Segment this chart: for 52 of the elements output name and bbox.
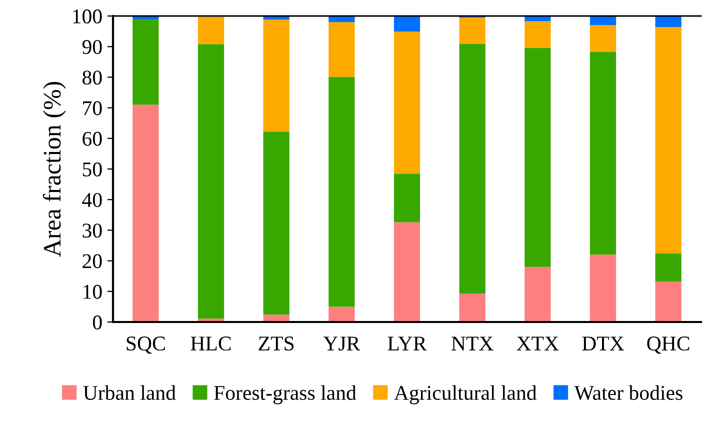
x-tick-label: YJR bbox=[323, 336, 360, 351]
bar bbox=[459, 294, 486, 322]
x-tick-label: NTX bbox=[452, 336, 494, 350]
legend-label: Agricultural land bbox=[394, 385, 537, 404]
bar bbox=[655, 16, 682, 28]
x-tick-label: XTX bbox=[516, 336, 559, 350]
bar bbox=[590, 52, 616, 255]
legend-label: Urban land bbox=[83, 385, 176, 400]
legend-label: Forest-grass land bbox=[214, 385, 356, 404]
bar bbox=[590, 254, 616, 322]
bar bbox=[263, 20, 290, 132]
y-tick-label: 10 bbox=[84, 284, 102, 299]
bar bbox=[198, 16, 224, 44]
bar bbox=[655, 27, 682, 254]
bar bbox=[524, 266, 551, 322]
y-tick-label: 30 bbox=[82, 224, 102, 238]
x-tick-label: HLC bbox=[190, 336, 231, 351]
y-axis-title: Area fraction (%) bbox=[42, 82, 66, 257]
legend-label: Water bodies bbox=[574, 385, 682, 400]
x-tick-label: QHC bbox=[647, 336, 690, 354]
y-tick-label: 60 bbox=[82, 132, 102, 146]
bar bbox=[328, 76, 355, 307]
bar bbox=[394, 32, 420, 174]
bar bbox=[132, 104, 159, 322]
bar bbox=[524, 48, 551, 267]
bar bbox=[524, 21, 551, 48]
y-tick-label: 80 bbox=[82, 70, 102, 85]
bar bbox=[590, 16, 616, 26]
bar bbox=[459, 44, 486, 294]
x-tick-label: LYR bbox=[388, 336, 427, 350]
y-tick-label: 20 bbox=[82, 254, 102, 268]
bar bbox=[394, 174, 420, 222]
y-tick-label: 70 bbox=[83, 101, 102, 116]
y-tick-label: 90 bbox=[82, 40, 102, 54]
bar bbox=[459, 18, 486, 44]
y-tick-label: 0 bbox=[92, 315, 102, 330]
bar bbox=[132, 20, 159, 105]
y-tick-label: 50 bbox=[82, 162, 102, 176]
bar bbox=[263, 132, 290, 315]
x-tick-label: DTX bbox=[582, 336, 624, 350]
bar bbox=[328, 22, 355, 77]
x-tick-label: ZTS bbox=[258, 336, 294, 351]
y-tick-label: 100 bbox=[73, 9, 102, 24]
bar bbox=[198, 44, 224, 319]
bar bbox=[590, 25, 616, 52]
bar bbox=[394, 16, 420, 32]
bar bbox=[394, 222, 420, 322]
y-tick-label: 40 bbox=[82, 192, 102, 208]
x-tick-label: SQC bbox=[126, 336, 165, 354]
bar bbox=[655, 253, 682, 282]
bar bbox=[655, 282, 682, 322]
bar bbox=[328, 306, 355, 322]
